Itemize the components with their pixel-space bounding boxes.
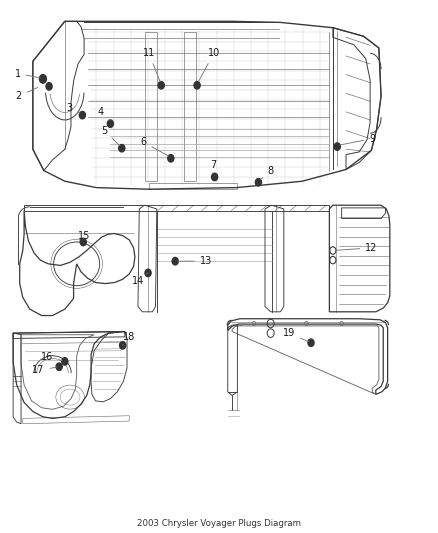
Text: 11: 11 [143,49,160,82]
Circle shape [120,342,126,349]
Text: 1: 1 [14,69,40,78]
Circle shape [79,111,85,119]
Circle shape [62,358,68,365]
Text: 13: 13 [178,256,212,266]
Text: 9: 9 [340,134,375,145]
Circle shape [119,144,125,152]
Circle shape [212,173,218,181]
Text: 19: 19 [283,328,308,342]
Text: 10: 10 [198,49,220,82]
Circle shape [107,120,113,127]
Text: 8: 8 [261,166,274,180]
Circle shape [158,82,164,89]
Text: 2: 2 [16,87,38,101]
Circle shape [56,363,62,370]
Text: 14: 14 [132,273,148,286]
Circle shape [39,75,46,83]
Circle shape [145,269,151,277]
Circle shape [46,83,52,90]
Circle shape [308,339,314,346]
Text: 12: 12 [336,243,378,253]
Text: 15: 15 [78,231,90,240]
Text: 6: 6 [141,138,168,156]
Circle shape [80,238,86,246]
Text: 4: 4 [98,107,109,120]
Text: 18: 18 [123,332,135,345]
Text: 16: 16 [41,352,62,362]
Circle shape [168,155,174,162]
Circle shape [334,143,340,150]
Text: 3: 3 [66,103,80,114]
Text: 7: 7 [211,160,217,176]
Text: 2003 Chrysler Voyager Plugs Diagram: 2003 Chrysler Voyager Plugs Diagram [137,519,301,528]
Text: 17: 17 [32,366,57,375]
Circle shape [255,179,261,186]
Circle shape [172,257,178,265]
Text: 5: 5 [101,126,120,146]
Circle shape [194,82,200,89]
